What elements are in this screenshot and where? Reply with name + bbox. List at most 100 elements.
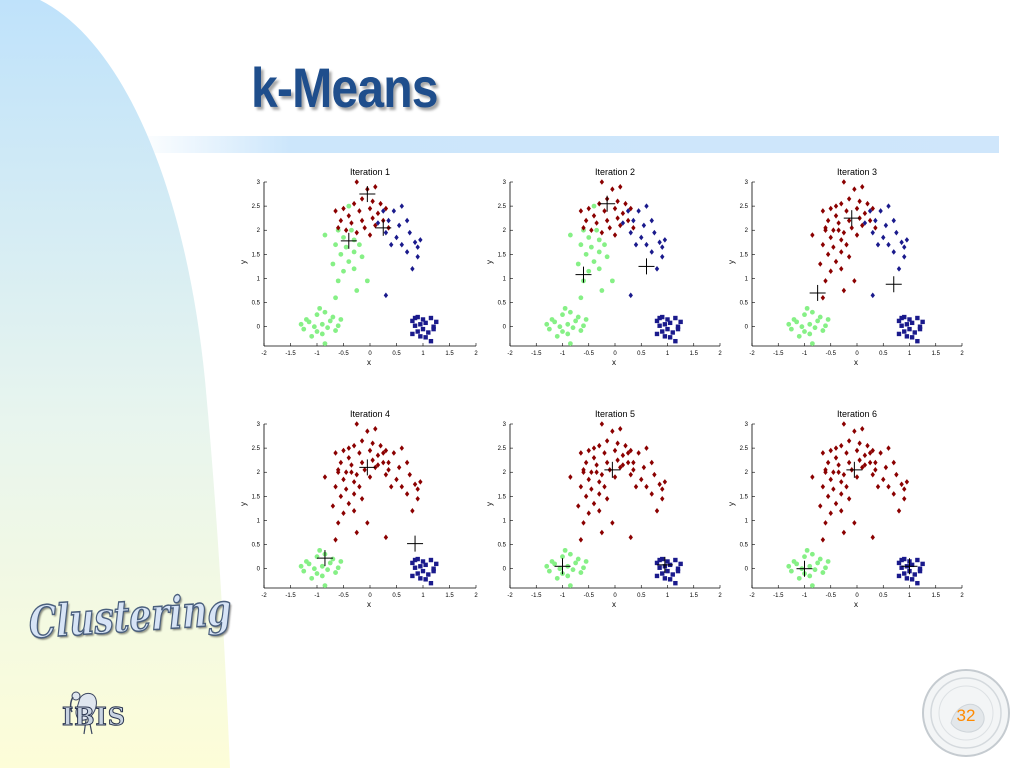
data-point (649, 459, 654, 466)
data-point (575, 556, 581, 562)
centroid-cross-icon (340, 232, 357, 249)
x-tick-label: 0.5 (879, 593, 888, 599)
data-point (839, 508, 844, 514)
data-point (823, 520, 828, 526)
data-point (802, 329, 807, 334)
data-point (870, 471, 875, 478)
centroid-cross-icon (846, 461, 863, 478)
left-gradient-panel (0, 0, 230, 768)
data-point (351, 479, 357, 485)
centroid-cross-icon (359, 186, 376, 203)
data-point (867, 217, 873, 224)
x-tick-label: 1.5 (932, 593, 941, 599)
data-point (609, 278, 615, 284)
data-point (673, 315, 678, 321)
data-point (410, 573, 415, 579)
x-tick-label: 2 (474, 593, 478, 599)
data-point (844, 450, 849, 456)
data-point (817, 556, 823, 562)
data-point (839, 479, 844, 485)
data-point (881, 234, 886, 241)
data-point (836, 220, 841, 226)
x-tick-label: -1 (314, 593, 320, 599)
x-tick-label: 0 (368, 351, 372, 357)
data-point (920, 319, 925, 325)
data-point (610, 186, 615, 193)
data-point (407, 229, 412, 236)
data-point (654, 573, 660, 579)
x-axis-label: x (612, 358, 616, 367)
data-point (333, 328, 338, 333)
data-point (298, 563, 304, 569)
data-point (343, 469, 349, 476)
data-point (330, 261, 336, 267)
data-point (554, 333, 560, 339)
y-tick-label: 2 (257, 228, 261, 234)
data-point (907, 317, 912, 322)
data-point (644, 483, 649, 490)
data-point (426, 330, 431, 335)
data-point (357, 483, 362, 490)
y-tick-label: 3 (745, 180, 749, 186)
data-point (673, 338, 678, 344)
data-point (907, 326, 912, 332)
data-point (594, 220, 599, 226)
data-point (338, 251, 344, 257)
data-point (904, 479, 910, 485)
data-point (586, 447, 591, 454)
data-point (357, 242, 362, 248)
data-point (325, 567, 330, 573)
data-point (581, 469, 586, 476)
data-point (852, 428, 857, 435)
data-point (678, 561, 683, 567)
data-point (839, 237, 844, 243)
data-point (649, 217, 654, 224)
x-tick-label: 0 (855, 351, 859, 357)
data-point (314, 312, 320, 318)
data-point (343, 486, 349, 492)
data-point (410, 331, 415, 337)
x-tick-label: 2 (960, 593, 964, 599)
data-point (383, 205, 389, 212)
data-point (570, 325, 576, 331)
data-point (394, 476, 399, 483)
data-point (578, 483, 584, 490)
data-point (657, 481, 662, 488)
data-point (367, 447, 373, 454)
data-point (636, 450, 641, 456)
data-point (631, 217, 636, 224)
data-point (314, 571, 320, 576)
data-point (862, 220, 868, 226)
data-point (319, 563, 325, 569)
data-point (604, 459, 610, 466)
x-axis-label: x (854, 600, 858, 609)
data-point (809, 309, 815, 315)
x-axis-label: x (367, 600, 371, 609)
data-point (336, 520, 341, 526)
data-point (583, 251, 589, 257)
data-point (591, 500, 597, 507)
data-point (620, 452, 626, 459)
data-point (802, 554, 807, 560)
data-point (359, 438, 365, 444)
data-point (415, 314, 420, 320)
data-point (565, 573, 571, 579)
data-point (675, 324, 681, 329)
data-point (410, 508, 415, 514)
data-point (610, 520, 615, 526)
data-point (896, 266, 902, 272)
y-tick-label: 2.5 (498, 204, 507, 210)
data-point (825, 493, 831, 500)
x-axis-label: x (367, 358, 371, 367)
data-point (833, 212, 839, 219)
data-point (618, 184, 623, 190)
data-point (327, 560, 333, 566)
data-point (322, 341, 328, 346)
data-point (612, 232, 618, 238)
y-tick-label: 1 (503, 276, 507, 282)
chart-title: Iteration 4 (350, 409, 390, 419)
data-point (354, 471, 359, 478)
data-point (336, 225, 341, 231)
x-tick-label: -1 (314, 351, 320, 357)
centroid-cross-icon (375, 219, 392, 236)
